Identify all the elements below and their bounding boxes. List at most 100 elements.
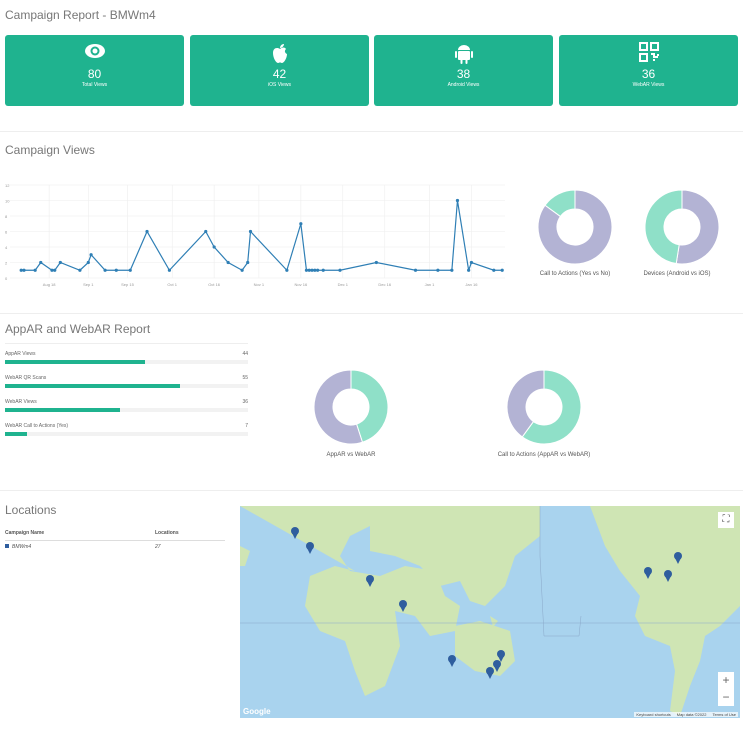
data-point[interactable] (313, 268, 317, 272)
x-tick-label: Oct 16 (208, 282, 221, 287)
y-tick-label: 12 (5, 183, 10, 188)
map-marker-icon[interactable] (306, 542, 314, 554)
donut-slice[interactable] (313, 369, 364, 445)
x-tick-label: Sep 1 (83, 282, 94, 287)
donut-slice[interactable] (521, 369, 582, 445)
data-point[interactable] (114, 268, 118, 272)
android-views-card: 38 Android Views (374, 35, 553, 106)
appar-vs-webar-donut (313, 369, 389, 445)
data-point[interactable] (436, 268, 440, 272)
data-point[interactable] (226, 260, 230, 265)
data-point[interactable] (374, 260, 378, 265)
x-tick-label: Nov 16 (295, 282, 308, 287)
webar-views-card: 36 WebAR Views (559, 35, 738, 106)
terms-link[interactable]: Terms of Use (712, 712, 736, 717)
fullscreen-button[interactable]: ⛶ (718, 512, 734, 528)
data-point[interactable] (285, 268, 289, 272)
x-tick-label: Nov 1 (254, 282, 265, 287)
data-point[interactable] (240, 268, 244, 272)
donut-slice[interactable] (506, 369, 545, 438)
data-point[interactable] (246, 260, 250, 265)
map-marker-icon[interactable] (486, 667, 494, 679)
data-point[interactable] (78, 268, 82, 272)
cta-appar-webar-donut (506, 369, 582, 445)
progress-bar-row: WebAR Views 36 (5, 399, 248, 412)
data-point[interactable] (310, 268, 314, 272)
devices-donut (644, 189, 720, 265)
data-point[interactable] (212, 245, 216, 249)
data-point[interactable] (455, 198, 460, 203)
bar-value: 7 (245, 423, 248, 429)
donut-slice[interactable] (644, 189, 683, 265)
data-point[interactable] (500, 268, 504, 272)
data-point[interactable] (19, 268, 23, 272)
data-point[interactable] (128, 268, 132, 272)
divider (0, 490, 743, 491)
data-point[interactable] (304, 268, 309, 272)
data-point[interactable] (86, 260, 90, 265)
data-point[interactable] (53, 268, 57, 272)
donut-slice[interactable] (350, 369, 389, 443)
map-marker-icon[interactable] (291, 527, 299, 539)
bar-value: 36 (242, 399, 248, 405)
campaign-views-title: Campaign Views (5, 143, 95, 157)
bar-fill (5, 408, 120, 412)
data-point[interactable] (469, 260, 474, 265)
bar-fill (5, 360, 145, 364)
keyboard-shortcuts-link[interactable]: Keyboard shortcuts (636, 712, 671, 717)
data-point[interactable] (321, 268, 325, 272)
data-point[interactable] (316, 268, 320, 272)
y-tick-label: 2 (5, 261, 8, 266)
data-point[interactable] (103, 268, 107, 272)
x-tick-label: Jan 1 (425, 282, 436, 287)
donut-slice[interactable] (544, 189, 576, 218)
data-point[interactable] (450, 268, 454, 272)
zoom-in-button[interactable]: + (722, 673, 730, 687)
total-views-card: 80 Total Views (5, 35, 184, 106)
zoom-out-button[interactable]: − (722, 690, 730, 704)
data-point[interactable] (307, 268, 311, 272)
data-point[interactable] (145, 229, 149, 234)
map-marker-icon[interactable] (644, 567, 652, 579)
data-point[interactable] (22, 268, 26, 272)
y-tick-label: 10 (5, 199, 10, 204)
data-point[interactable] (338, 268, 342, 272)
map-marker-icon[interactable] (366, 575, 374, 587)
data-point[interactable] (58, 260, 62, 265)
eye-icon (84, 44, 105, 58)
locations-title: Locations (5, 503, 57, 517)
campaign-views-line-chart: 0 2 4 6 8 10 12 Aug 18 Sep 1 Sep 15 Oct 1 Oct 16 Nov… (5, 183, 505, 287)
map-marker-icon[interactable] (664, 570, 672, 582)
x-tick-label: Jan 16 (465, 282, 478, 287)
map-marker-icon[interactable] (399, 600, 407, 612)
data-point[interactable] (204, 229, 208, 234)
bar-label: WebAR Call to Actions (Yes) (5, 423, 69, 429)
apple-icon (272, 44, 287, 63)
map-marker-icon[interactable] (674, 552, 682, 564)
data-point[interactable] (467, 268, 471, 272)
map-marker-icon[interactable] (497, 650, 505, 662)
data-point[interactable] (248, 229, 253, 234)
data-point[interactable] (50, 268, 54, 272)
y-tick-label: 4 (5, 245, 8, 250)
color-swatch (5, 544, 9, 549)
data-point[interactable] (299, 222, 303, 226)
land (240, 506, 740, 716)
donut-slice[interactable] (675, 189, 720, 265)
data-point[interactable] (167, 268, 172, 272)
table-row[interactable]: BMWm4 27 (5, 540, 225, 554)
map-marker-icon[interactable] (493, 660, 501, 672)
locations-map[interactable]: ⛶ + − Google Keyboard shortcuts Map data… (240, 506, 740, 718)
data-point[interactable] (492, 268, 496, 272)
bar-label: AppAR Views (5, 351, 36, 357)
donut-slice[interactable] (537, 189, 613, 265)
series-line (21, 200, 503, 272)
qr-code-icon (638, 42, 659, 62)
data-point[interactable] (413, 268, 418, 272)
map-marker-icon[interactable] (448, 655, 456, 667)
data-point[interactable] (89, 253, 93, 257)
data-point[interactable] (39, 260, 43, 265)
progress-bar-row: AppAR Views 44 (5, 351, 248, 364)
google-logo: Google (243, 707, 271, 716)
data-point[interactable] (33, 268, 37, 272)
